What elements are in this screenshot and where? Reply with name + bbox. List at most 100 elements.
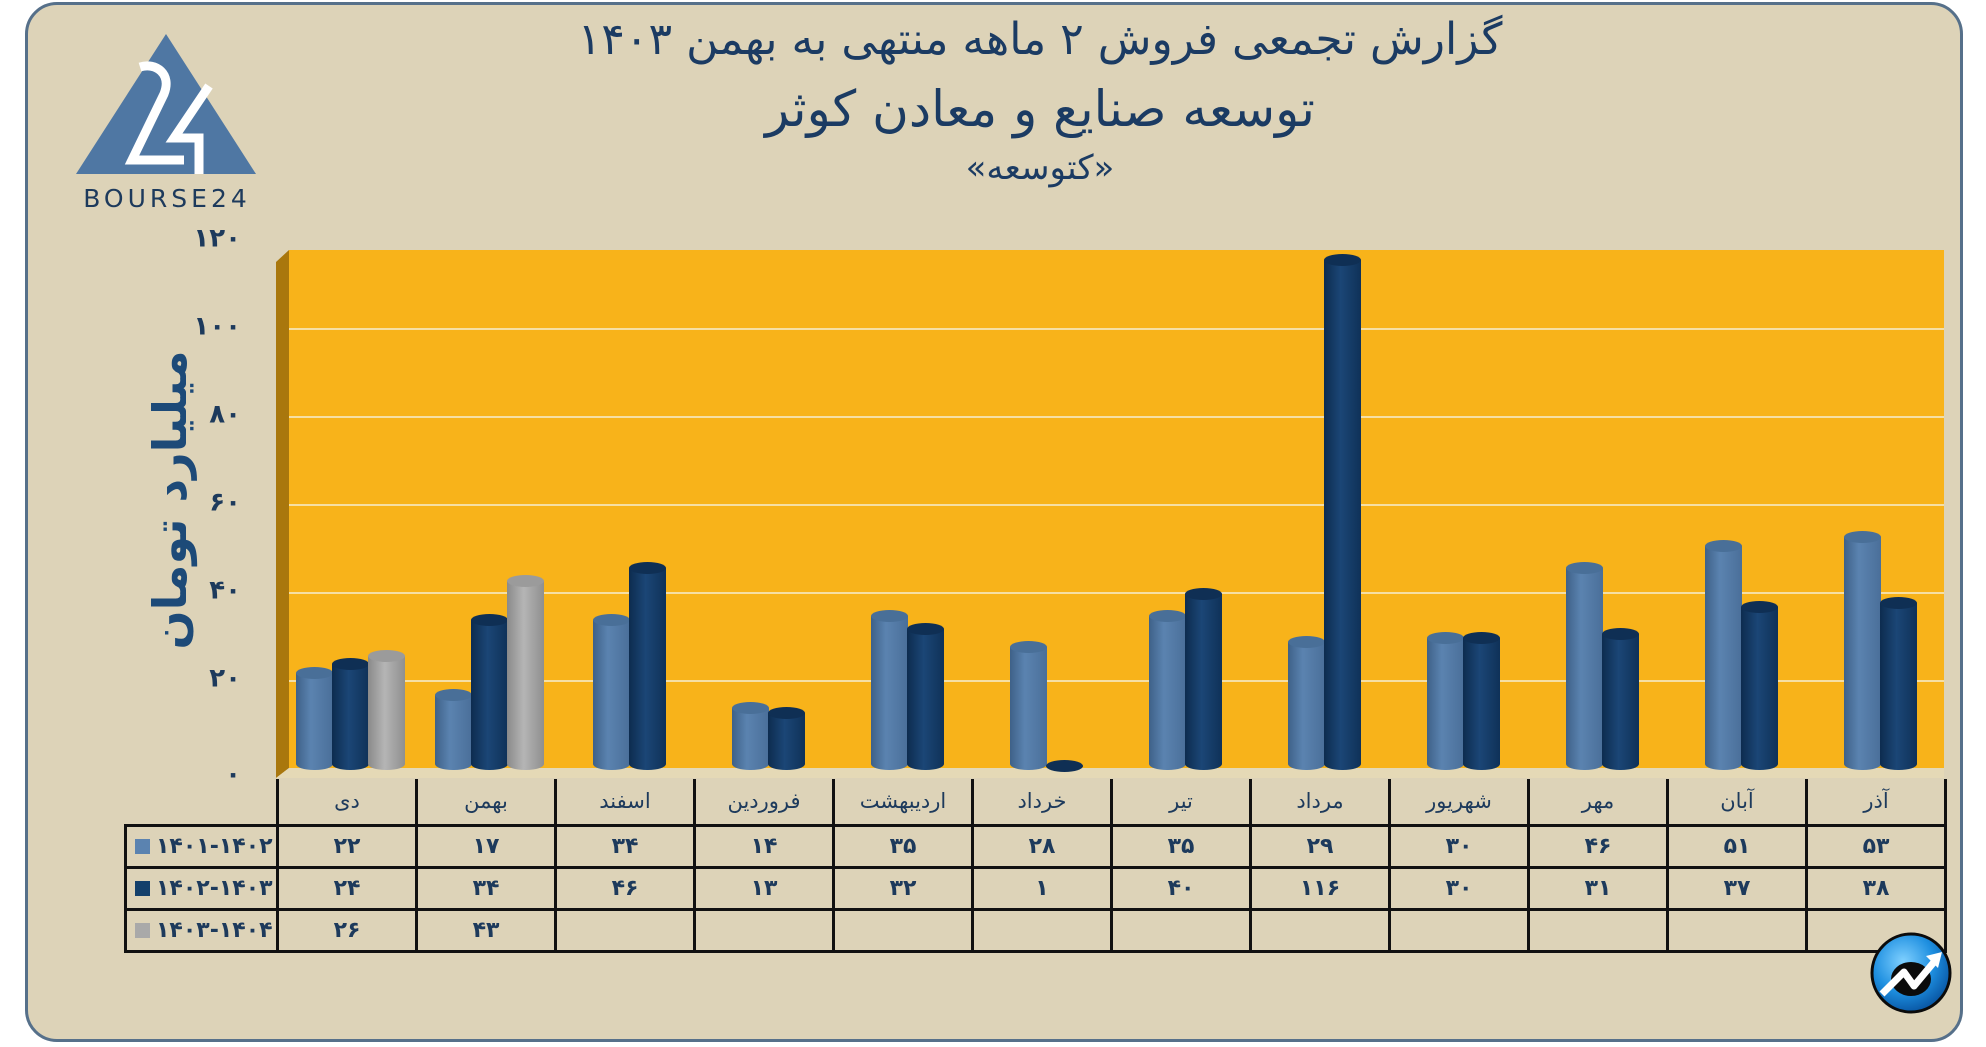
gridline xyxy=(289,328,1944,330)
bar-۱۴۰۲-۱۴۰۳ xyxy=(1601,627,1639,770)
value-cell: ۳۰ xyxy=(1388,823,1530,869)
value-cell: ۴۶ xyxy=(554,865,696,911)
value-cell xyxy=(1249,907,1391,953)
y-tick-label: ۱۰۰ xyxy=(193,311,241,342)
plot-side-wall xyxy=(276,250,289,778)
value-cell xyxy=(1110,907,1252,953)
value-cell: ۳۲ xyxy=(832,865,974,911)
data-table: دی بهمن اسفند فروردین اردیبهشت خرداد تیر مرداد ش… xyxy=(124,779,1947,953)
gridline xyxy=(289,504,1944,506)
value-cell xyxy=(971,907,1113,953)
legend-label: ۱۴۰۳-۱۴۰۴ xyxy=(156,917,273,943)
legend-swatch-icon xyxy=(135,923,150,938)
value-cell: ۱۷ xyxy=(415,823,557,869)
value-cell: ۳۱ xyxy=(1527,865,1669,911)
value-cell: ۵۳ xyxy=(1805,823,1947,869)
bar-۱۴۰۱-۱۴۰۲ xyxy=(1704,539,1742,770)
month-header: شهریور xyxy=(1388,779,1530,827)
month-header: دی xyxy=(276,779,418,827)
ticker-symbol: «کتوسعه» xyxy=(965,148,1115,188)
value-cell: ۴۳ xyxy=(415,907,557,953)
value-cell: ۳۷ xyxy=(1666,865,1808,911)
month-header: آبان xyxy=(1666,779,1808,827)
bar-۱۴۰۳-۱۴۰۴ xyxy=(507,574,544,770)
month-header: تیر xyxy=(1110,779,1252,827)
month-header: اسفند xyxy=(554,779,696,827)
month-header: مهر xyxy=(1527,779,1669,827)
legend-cell: ۱۴۰۳-۱۴۰۴ xyxy=(124,907,279,953)
bar-۱۴۰۲-۱۴۰۳ xyxy=(1740,601,1778,770)
value-cell: ۱۱۶ xyxy=(1249,865,1391,911)
bar-۱۴۰۲-۱۴۰۳ xyxy=(1879,596,1917,770)
month-header: مرداد xyxy=(1249,779,1391,827)
y-tick-label: ۲۰ xyxy=(209,663,241,694)
value-cell: ۱ xyxy=(971,865,1113,911)
value-cell: ۴۰ xyxy=(1110,865,1252,911)
value-cell xyxy=(1388,907,1530,953)
bar-۱۴۰۲-۱۴۰۳ xyxy=(628,561,666,770)
table-corner xyxy=(125,779,279,825)
bar-۱۴۰۱-۱۴۰۲ xyxy=(1843,530,1881,770)
bar-۱۴۰۱-۱۴۰۲ xyxy=(1009,640,1047,770)
bar-۱۴۰۲-۱۴۰۳ xyxy=(332,658,369,770)
legend-label: ۱۴۰۲-۱۴۰۳ xyxy=(156,875,273,901)
table-header-row: دی بهمن اسفند فروردین اردیبهشت خرداد تیر مرداد ش… xyxy=(125,779,1947,827)
value-cell: ۳۵ xyxy=(832,823,974,869)
value-cell xyxy=(1805,907,1947,953)
value-cell xyxy=(554,907,696,953)
bar-۱۴۰۱-۱۴۰۲ xyxy=(592,614,630,770)
value-cell: ۲۶ xyxy=(276,907,418,953)
value-cell: ۳۸ xyxy=(1805,865,1947,911)
gridline xyxy=(289,680,1944,682)
bar-۱۴۰۲-۱۴۰۳ xyxy=(471,614,508,770)
legend-swatch-icon xyxy=(135,881,150,896)
legend-cell: ۱۴۰۱-۱۴۰۲ xyxy=(124,823,279,869)
value-cell xyxy=(693,907,835,953)
month-header: خرداد xyxy=(971,779,1113,827)
month-header: اردیبهشت xyxy=(832,779,974,827)
plot-floor xyxy=(276,768,1944,778)
bar-۱۴۰۱-۱۴۰۲ xyxy=(1287,636,1325,770)
y-tick-label: ۸۰ xyxy=(209,399,241,430)
value-cell xyxy=(1666,907,1808,953)
month-header: آذر xyxy=(1805,779,1947,827)
chart-title: گزارش تجمعی فروش ۲ ماهه منتهی به بهمن ۱۴… xyxy=(577,14,1503,65)
y-axis-label: میلیارد تومان xyxy=(143,350,197,650)
value-cell: ۵۱ xyxy=(1666,823,1808,869)
bar-۱۴۰۱-۱۴۰۲ xyxy=(1426,632,1464,770)
bar-۱۴۰۳-۱۴۰۴ xyxy=(368,649,405,770)
value-cell: ۱۳ xyxy=(693,865,835,911)
bar-۱۴۰۲-۱۴۰۳ xyxy=(906,623,944,770)
table-row: ۱۴۰۱-۱۴۰۲ ۲۲ ۱۷ ۳۴ ۱۴ ۳۵ ۲۸ ۳۵ ۲۹ ۳۰ ۴۶ ۵۱ ۵۳ xyxy=(124,823,1947,869)
value-cell: ۲۴ xyxy=(276,865,418,911)
bar-۱۴۰۲-۱۴۰۳ xyxy=(1045,759,1083,773)
y-tick-label: ۱۲۰ xyxy=(193,223,241,254)
value-cell: ۱۴ xyxy=(693,823,835,869)
month-header: فروردین xyxy=(693,779,835,827)
legend-cell: ۱۴۰۲-۱۴۰۳ xyxy=(124,865,279,911)
company-name: توسعه صنایع و معادن کوثر xyxy=(765,80,1315,138)
value-cell xyxy=(832,907,974,953)
bar-۱۴۰۱-۱۴۰۲ xyxy=(296,667,333,770)
value-cell: ۳۰ xyxy=(1388,865,1530,911)
month-header: بهمن xyxy=(415,779,557,827)
value-cell: ۲۲ xyxy=(276,823,418,869)
bar-۱۴۰۱-۱۴۰۲ xyxy=(731,702,769,770)
y-tick-label: ۴۰ xyxy=(209,575,241,606)
legend-swatch-icon xyxy=(135,839,150,854)
bar-۱۴۰۱-۱۴۰۲ xyxy=(435,689,472,770)
trend-logo-icon xyxy=(1870,932,1952,1014)
gridline xyxy=(289,592,1944,594)
value-cell: ۳۵ xyxy=(1110,823,1252,869)
logo-text: BOURSE24 xyxy=(83,184,251,213)
value-cell: ۲۸ xyxy=(971,823,1113,869)
bar-۱۴۰۲-۱۴۰۳ xyxy=(1462,632,1500,770)
bar-۱۴۰۲-۱۴۰۳ xyxy=(767,706,805,770)
value-cell: ۴۶ xyxy=(1527,823,1669,869)
bar-۱۴۰۱-۱۴۰۲ xyxy=(1565,561,1603,770)
y-tick-label: ۶۰ xyxy=(209,487,241,518)
bar-۱۴۰۲-۱۴۰۳ xyxy=(1184,588,1222,770)
value-cell: ۲۹ xyxy=(1249,823,1391,869)
bar-۱۴۰۱-۱۴۰۲ xyxy=(870,610,908,770)
bourse24-logo-icon xyxy=(76,34,256,174)
